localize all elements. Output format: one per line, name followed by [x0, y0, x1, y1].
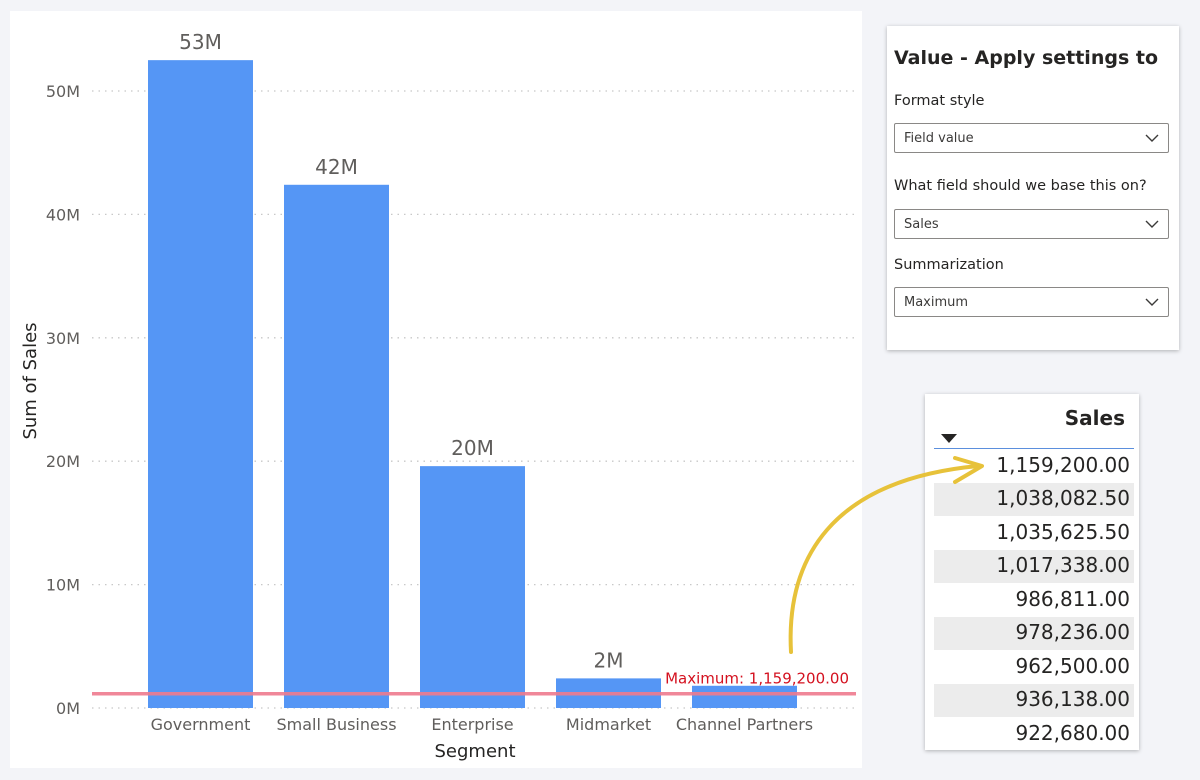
- summarization-value: Maximum: [904, 295, 969, 310]
- bar: [284, 184, 389, 708]
- table-row[interactable]: 1,159,200.00: [934, 450, 1134, 483]
- y-axis-label: Sum of Sales: [20, 322, 41, 439]
- format-style-value: Field value: [904, 131, 974, 146]
- sort-descending-icon[interactable]: [941, 434, 957, 443]
- sales-cell: 1,035,625.50: [996, 520, 1130, 544]
- chevron-down-icon: [1145, 134, 1159, 142]
- sales-cell: 978,236.00: [1015, 620, 1130, 644]
- y-tick-label: 50M: [46, 82, 80, 101]
- sales-column-header[interactable]: Sales: [1064, 406, 1125, 430]
- x-axis-label: Segment: [435, 741, 516, 762]
- chevron-down-icon: [1145, 220, 1159, 228]
- bar-chart[interactable]: 0M 10M 20M 30M 40M 50M Sum of Sales Government 5…: [10, 11, 862, 768]
- sales-cell: 962,500.00: [1015, 654, 1130, 678]
- summarization-dropdown[interactable]: Maximum: [894, 287, 1169, 317]
- data-label: 2M: [594, 648, 624, 672]
- x-tick-label: Small Business: [276, 715, 396, 734]
- panel-title: Value - Apply settings to: [894, 47, 1159, 69]
- sales-table[interactable]: Sales 1,159,200.00 1,038,082.50 1,035,62…: [925, 394, 1139, 750]
- table-row[interactable]: 936,138.00: [934, 684, 1134, 717]
- sales-cell: 1,038,082.50: [996, 486, 1130, 510]
- sales-cell: 936,138.00: [1015, 687, 1130, 711]
- base-field-label: What field should we base this on?: [894, 178, 1147, 194]
- bar: [692, 685, 797, 708]
- x-tick-label: Midmarket: [566, 715, 651, 734]
- sales-cell: 922,680.00: [1015, 721, 1130, 745]
- x-tick-label: Channel Partners: [676, 715, 813, 734]
- bar: [420, 466, 525, 708]
- format-style-label: Format style: [894, 93, 985, 109]
- value-settings-panel: Value - Apply settings to Format style F…: [887, 26, 1179, 350]
- max-reference-label: Maximum: 1,159,200.00: [665, 670, 849, 688]
- y-tick-label: 20M: [46, 452, 80, 471]
- table-row[interactable]: 962,500.00: [934, 651, 1134, 684]
- format-style-dropdown[interactable]: Field value: [894, 123, 1169, 153]
- y-tick-label: 10M: [46, 576, 80, 595]
- base-field-dropdown[interactable]: Sales: [894, 209, 1169, 239]
- table-row[interactable]: 922,680.00: [934, 718, 1134, 750]
- data-label: 42M: [315, 155, 358, 179]
- sales-cell: 986,811.00: [1015, 587, 1130, 611]
- table-row[interactable]: 978,236.00: [934, 617, 1134, 650]
- x-tick-label: Government: [151, 715, 251, 734]
- sales-cell: 1,159,200.00: [996, 453, 1130, 477]
- sales-cell: 1,017,338.00: [996, 553, 1130, 577]
- bar: [148, 60, 253, 708]
- y-tick-label: 40M: [46, 205, 80, 224]
- y-tick-label: 0M: [56, 699, 80, 718]
- table-row[interactable]: 1,035,625.50: [934, 517, 1134, 550]
- summarization-label: Summarization: [894, 257, 1004, 273]
- table-row[interactable]: 1,038,082.50: [934, 483, 1134, 516]
- header-divider: [934, 448, 1134, 449]
- x-tick-label: Enterprise: [431, 715, 513, 734]
- data-label: 20M: [451, 436, 494, 460]
- bar-chart-card[interactable]: 0M 10M 20M 30M 40M 50M Sum of Sales Government 5…: [10, 11, 862, 768]
- table-row[interactable]: 1,017,338.00: [934, 550, 1134, 583]
- chevron-down-icon: [1145, 298, 1159, 306]
- base-field-value: Sales: [904, 217, 939, 232]
- table-row[interactable]: 986,811.00: [934, 584, 1134, 617]
- data-label: 53M: [179, 30, 222, 54]
- y-tick-label: 30M: [46, 329, 80, 348]
